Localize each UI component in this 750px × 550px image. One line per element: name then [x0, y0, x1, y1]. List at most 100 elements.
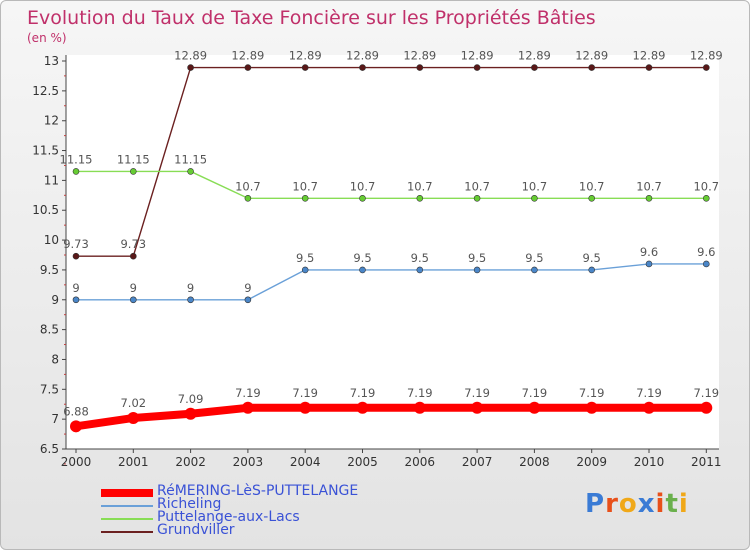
data-label: 10.7 [464, 179, 490, 193]
data-point [588, 266, 596, 274]
data-label: 7.19 [235, 386, 261, 400]
legend-swatch [101, 505, 153, 507]
data-point [72, 168, 80, 175]
data-point [702, 194, 710, 202]
x-tick-label: 2007 [462, 455, 493, 469]
x-tick-label: 2004 [290, 455, 321, 469]
x-tick-label: 2009 [576, 455, 607, 469]
data-label: 7.19 [464, 386, 490, 400]
data-point [702, 64, 710, 71]
data-point [130, 168, 137, 175]
data-point [244, 296, 252, 304]
brand-letter: i [678, 489, 689, 519]
data-label: 7.19 [522, 386, 548, 400]
plot-area [66, 55, 719, 449]
data-label: 6.88 [63, 404, 89, 418]
y-tick-label: 9.5 [40, 263, 59, 277]
data-point [528, 401, 541, 414]
brand-letter: o [618, 489, 638, 519]
brand-letter: i [655, 489, 666, 519]
x-tick-label: 2002 [175, 455, 206, 469]
data-point [359, 266, 366, 274]
data-point [356, 401, 369, 414]
x-tick-label: 2006 [405, 455, 436, 469]
series-line-3 [75, 66, 707, 257]
unit-label: (en %) [27, 31, 67, 45]
data-label: 12.89 [633, 49, 666, 63]
data-point [359, 194, 366, 202]
data-point [413, 401, 426, 414]
y-tick-label: 7.5 [40, 382, 59, 396]
legend-swatch [101, 489, 153, 497]
data-label: 9 [130, 281, 137, 295]
data-label: 9.73 [120, 237, 146, 251]
x-tick-label: 2008 [519, 455, 550, 469]
data-point [588, 194, 596, 202]
data-point [645, 64, 653, 71]
y-tick-label: 12 [44, 114, 59, 128]
data-point [473, 64, 481, 71]
data-point [531, 194, 538, 202]
data-point [299, 401, 312, 414]
x-tick-label: 2000 [61, 455, 92, 469]
data-label: 7.02 [120, 396, 146, 410]
x-tick-label: 2010 [634, 455, 665, 469]
y-tick-label: 13 [44, 54, 59, 68]
data-point [645, 194, 653, 202]
data-point [301, 194, 309, 202]
data-label: 7.19 [636, 386, 662, 400]
data-label: 10.7 [407, 179, 433, 193]
x-tick-label: 2003 [233, 455, 264, 469]
data-label: 7.19 [292, 386, 318, 400]
series-line-1 [75, 263, 707, 301]
data-point [585, 401, 598, 414]
data-label: 7.19 [350, 386, 376, 400]
data-label: 12.89 [518, 49, 551, 63]
data-label: 9 [72, 281, 79, 295]
data-label: 9.5 [353, 251, 371, 265]
data-label: 9.5 [525, 251, 543, 265]
data-point [416, 64, 424, 71]
legend-label: RéMERING-LèS-PUTTELANGE [157, 483, 359, 499]
data-label: 9.6 [640, 245, 658, 259]
data-label: 7.19 [693, 386, 719, 400]
y-tick-label: 12.5 [32, 84, 59, 98]
data-point [130, 296, 137, 304]
data-label: 9.6 [697, 245, 715, 259]
data-point [416, 266, 424, 274]
y-tick-label: 11.5 [32, 144, 59, 158]
data-label: 12.89 [231, 49, 264, 63]
data-point [473, 266, 481, 274]
brand-letter: P [585, 489, 606, 519]
data-label: 9.5 [468, 251, 486, 265]
data-label: 9.5 [583, 251, 601, 265]
data-point [301, 266, 309, 274]
data-label: 11.15 [60, 152, 93, 166]
data-label: 10.7 [579, 179, 605, 193]
legend-swatch [101, 518, 153, 520]
data-point [531, 266, 538, 274]
x-tick-label: 2005 [347, 455, 378, 469]
brand-logo: Proxiti [585, 489, 689, 519]
y-tick-label: 10 [44, 233, 59, 247]
y-tick-label: 9 [51, 293, 59, 307]
x-tick-label: 2011 [691, 455, 722, 469]
y-tick-label: 8.5 [40, 323, 59, 337]
y-tick-label: 11 [44, 173, 59, 187]
data-label: 12.89 [289, 49, 322, 63]
data-point [643, 401, 655, 414]
data-label: 10.7 [350, 179, 376, 193]
data-point [244, 194, 252, 202]
legend-label: Grundviller [157, 522, 235, 538]
data-label: 10.7 [235, 179, 261, 193]
data-point [241, 401, 254, 414]
x-tick-label: 2001 [118, 455, 149, 469]
data-label: 9 [187, 281, 194, 295]
data-label: 10.7 [292, 179, 318, 193]
data-point [127, 411, 140, 424]
data-label: 7.19 [407, 386, 433, 400]
data-label: 12.89 [174, 49, 207, 63]
data-label: 7.19 [579, 386, 605, 400]
data-label: 10.7 [636, 179, 662, 193]
